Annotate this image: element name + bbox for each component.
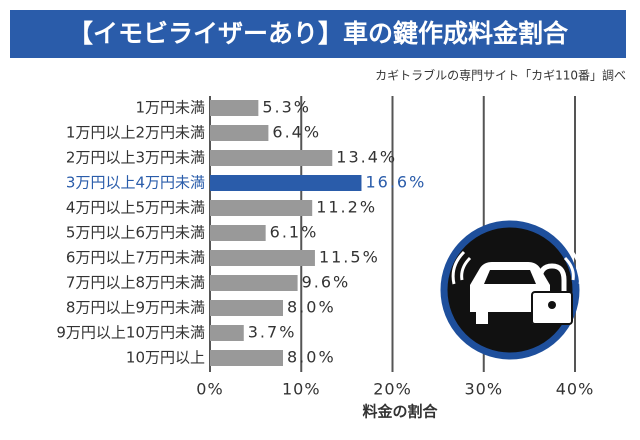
title-banner bbox=[10, 10, 626, 58]
value-label: 13.4% bbox=[336, 148, 397, 167]
icon-shackle bbox=[537, 263, 567, 294]
bar bbox=[210, 225, 266, 241]
value-label: 11.2% bbox=[316, 198, 377, 217]
x-tick-label: 0% bbox=[196, 380, 223, 399]
bar bbox=[210, 325, 244, 341]
y-tick-label: 4万円以上5万円未満 bbox=[66, 199, 205, 217]
bar bbox=[210, 100, 259, 116]
icon-signal bbox=[563, 251, 583, 285]
icon-signal bbox=[451, 250, 472, 285]
bar bbox=[210, 350, 283, 366]
value-label: 3.7% bbox=[248, 323, 297, 342]
bar bbox=[210, 275, 298, 291]
bar bbox=[210, 125, 269, 141]
y-tick-label: 3万円以上4万円未満 bbox=[66, 174, 205, 192]
y-tick-label: 7万円以上8万円未満 bbox=[66, 274, 205, 292]
icon-wheel bbox=[476, 310, 488, 324]
car-key-icon bbox=[440, 220, 583, 360]
y-tick-label: 6万円以上7万円未満 bbox=[66, 249, 205, 267]
bar bbox=[210, 150, 333, 166]
bar bbox=[210, 200, 313, 216]
value-label: 6.1% bbox=[270, 223, 319, 242]
bar bbox=[210, 175, 362, 191]
value-label: 6.4% bbox=[272, 123, 321, 142]
plot: 0% 10% 20% 30% 40% 1万円未満 5.3% 1万円以上2万円未満 6.4% 2万円… bbox=[56, 96, 595, 399]
y-tick-label: 2万円以上3万円未満 bbox=[66, 149, 205, 167]
x-axis-title: 料金の割合 bbox=[362, 403, 438, 421]
icon-window bbox=[484, 270, 536, 284]
value-label: 5.3% bbox=[262, 98, 311, 117]
value-label: 16.6% bbox=[365, 173, 426, 192]
y-tick-label: 1万円未満 bbox=[135, 99, 205, 117]
bar bbox=[210, 300, 283, 316]
value-label: 8.0% bbox=[287, 298, 336, 317]
value-label: 11.5% bbox=[319, 248, 380, 267]
y-tick-label: 10万円以上 bbox=[126, 349, 205, 367]
value-label: 9.6% bbox=[302, 273, 351, 292]
value-label: 8.0% bbox=[287, 348, 336, 367]
x-tick-label: 30% bbox=[464, 380, 503, 399]
bar bbox=[210, 250, 315, 266]
y-tick-label: 8万円以上9万円未満 bbox=[66, 299, 205, 317]
x-tick-label: 10% bbox=[282, 380, 321, 399]
y-tick-label: 9万円以上10万円未満 bbox=[56, 324, 205, 342]
y-tick-label: 5万円以上6万円未満 bbox=[66, 224, 205, 242]
x-tick-label: 40% bbox=[556, 380, 595, 399]
icon-keyhole bbox=[548, 301, 556, 309]
chart-title: 【イモビライザーあり】車の鍵作成料金割合 bbox=[68, 19, 569, 48]
x-tick-label: 20% bbox=[373, 380, 412, 399]
y-tick-label: 1万円以上2万円未満 bbox=[66, 124, 205, 142]
source-note: カギトラブルの専門サイト「カギ110番」調べ bbox=[375, 68, 626, 83]
